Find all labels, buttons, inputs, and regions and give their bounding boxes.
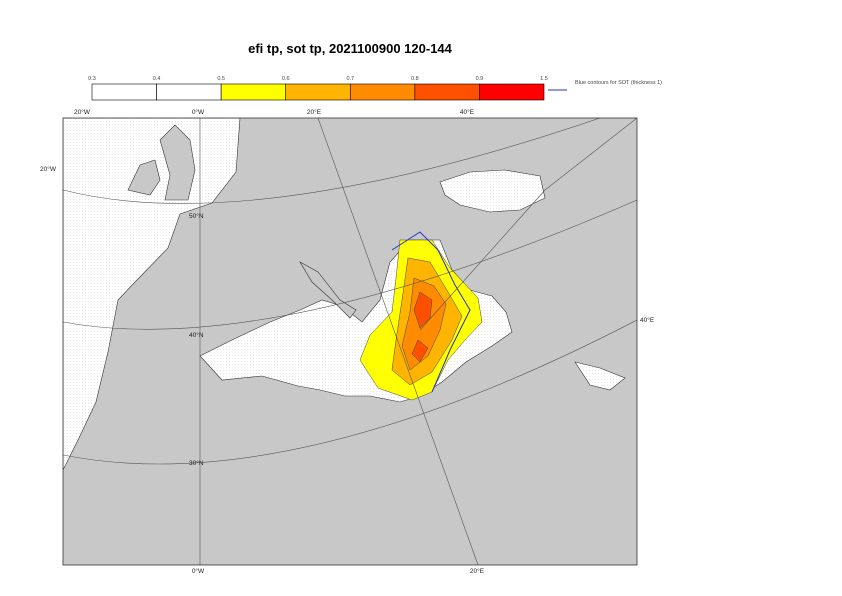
- graticule-label: 30°N: [189, 459, 204, 467]
- colorbar-segment: [414, 83, 480, 101]
- atlantic: [63, 118, 241, 471]
- title: efi tp, sot tp, 2021100900 120-144: [248, 41, 453, 56]
- graticule-label: 50°N: [189, 212, 204, 220]
- colorbar-tick-label: 0.7: [346, 76, 354, 82]
- graticule-label: 20°W: [40, 165, 57, 173]
- colorbar-segment: [91, 83, 157, 101]
- italy: [299, 261, 357, 319]
- colorbar-segment: [285, 83, 351, 101]
- graticule-label: 40°N: [189, 331, 204, 339]
- graticule-label: 0°W: [192, 567, 205, 575]
- colorbar-tick-label: 0.4: [153, 76, 161, 82]
- british-isles: [127, 124, 196, 201]
- colorbar-segment: [220, 83, 287, 101]
- colorbar: 0.3 0.4 0.5 0.6 0.7 0.8 0.9 1.5: [88, 76, 548, 101]
- colorbar-tick-label: 1.5: [540, 76, 548, 82]
- graticule-label: 20°W: [74, 108, 91, 116]
- colorbar-segment: [349, 83, 416, 101]
- map: [63, 118, 637, 565]
- colorbar-tick-label: 0.3: [88, 76, 96, 82]
- graticule-label: 40°E: [460, 108, 475, 116]
- graticule-label: 0°W: [192, 108, 205, 116]
- colorbar-tick-label: 0.8: [411, 76, 419, 82]
- inland-sea: [574, 361, 626, 391]
- graticule-label: 40°E: [640, 316, 655, 324]
- efi-red: [411, 291, 433, 363]
- graticule-label: 20°E: [307, 108, 322, 116]
- legend-text: Blue contours for SOT (thickness 1): [575, 80, 662, 86]
- colorbar-segment: [156, 83, 222, 101]
- colorbar-segment: [479, 83, 545, 101]
- sot-contour: [391, 231, 471, 393]
- colorbar-tick-label: 0.6: [282, 76, 290, 82]
- map-frame: [62, 117, 638, 566]
- graticule-label: 20°E: [470, 567, 485, 575]
- colorbar-tick-label: 0.9: [476, 76, 484, 82]
- graticule: [63, 118, 637, 565]
- colorbar-tick-label: 0.5: [217, 76, 225, 82]
